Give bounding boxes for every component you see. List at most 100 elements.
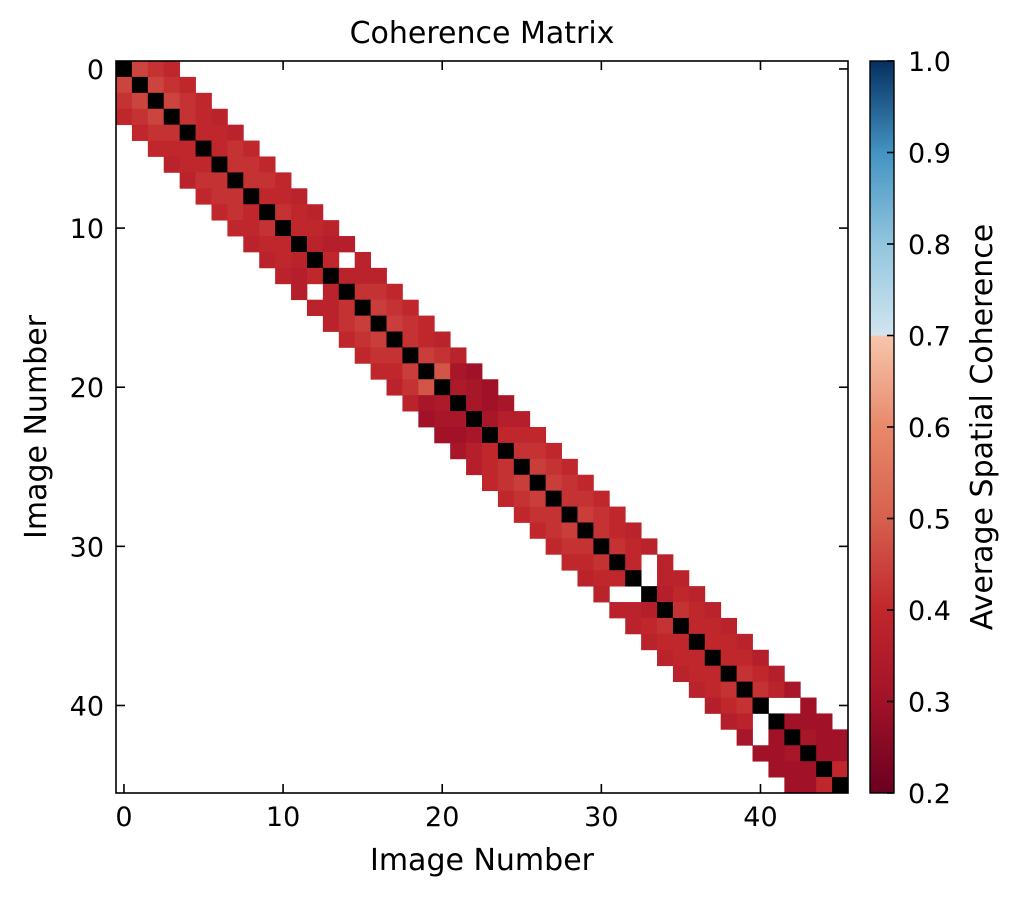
heatmap-cell xyxy=(752,665,769,683)
heatmap-cell xyxy=(625,617,642,635)
heatmap-cell xyxy=(450,395,467,412)
heatmap-cell xyxy=(641,602,658,619)
heatmap-cell xyxy=(545,458,562,476)
heatmap-cell xyxy=(243,172,260,189)
heatmap-cell xyxy=(227,156,244,173)
heatmap-cell xyxy=(609,554,626,571)
heatmap-cell xyxy=(625,602,642,619)
heatmap-cell xyxy=(211,188,228,205)
heatmap-cell xyxy=(593,570,610,587)
heatmap-cell xyxy=(529,490,547,507)
heatmap-cell xyxy=(577,522,594,539)
heatmap-cell xyxy=(736,729,753,746)
heatmap-cell xyxy=(800,761,817,778)
colorbar-tick-label: 0.7 xyxy=(908,322,951,353)
heatmap-cell xyxy=(466,395,483,412)
heatmap-cell xyxy=(672,617,690,635)
heatmap-cell xyxy=(434,395,451,412)
heatmap-cell xyxy=(227,124,244,141)
heatmap-cell xyxy=(211,108,228,126)
heatmap-cell xyxy=(497,442,515,460)
heatmap-cell xyxy=(163,92,181,110)
heatmap-cell xyxy=(466,442,483,460)
y-tick-label: 0 xyxy=(87,55,104,86)
heatmap-cell xyxy=(131,61,149,78)
heatmap-cell xyxy=(784,761,801,778)
heatmap-cell xyxy=(418,411,435,428)
heatmap-cell xyxy=(418,331,435,348)
heatmap-cell xyxy=(513,442,531,460)
heatmap-cell xyxy=(720,649,738,667)
heatmap-cell xyxy=(752,745,769,762)
heatmap-cell xyxy=(768,729,785,746)
heatmap-cell xyxy=(402,315,419,332)
heatmap-cell xyxy=(688,681,706,698)
heatmap-cell xyxy=(497,490,515,507)
colorbar-tick-label: 0.3 xyxy=(908,688,951,719)
heatmap-cell xyxy=(322,251,340,269)
heatmap-cell xyxy=(370,363,387,380)
colorbar-tick-label: 0.2 xyxy=(908,779,951,810)
heatmap-cell xyxy=(354,299,372,317)
heatmap-cell xyxy=(418,363,435,380)
heatmap-cell xyxy=(513,458,531,476)
heatmap-cell xyxy=(641,538,658,555)
heatmap-cell xyxy=(179,140,196,157)
heatmap-cell xyxy=(147,124,165,141)
heatmap-cell xyxy=(688,633,706,651)
x-tick-label: 40 xyxy=(743,802,777,833)
heatmap-cell xyxy=(561,538,578,555)
heatmap-cell xyxy=(275,267,292,285)
heatmap-cell xyxy=(450,442,467,460)
heatmap-cell xyxy=(529,506,547,523)
heatmap-cell xyxy=(832,745,848,762)
heatmap-cell xyxy=(625,522,642,539)
heatmap-cell xyxy=(450,411,467,428)
heatmap-cell xyxy=(275,236,292,253)
heatmap-cell xyxy=(577,474,594,492)
heatmap-cell xyxy=(322,315,340,332)
y-tick-label: 40 xyxy=(70,691,104,722)
heatmap-cell xyxy=(800,729,817,746)
heatmap-cell xyxy=(609,506,626,523)
heatmap-cell xyxy=(720,681,738,698)
heatmap-cell xyxy=(163,108,181,126)
heatmap-cell xyxy=(736,681,753,698)
heatmap-cell xyxy=(291,236,308,253)
heatmap-cell xyxy=(418,395,435,412)
heatmap-cell xyxy=(832,777,848,793)
heatmap-cell xyxy=(291,204,308,221)
heatmap-cell xyxy=(370,267,387,285)
heatmap-cell xyxy=(163,140,181,157)
heatmap-cell xyxy=(291,220,308,237)
heatmap-cell xyxy=(497,411,515,428)
heatmap-cell xyxy=(672,633,690,651)
heatmap-cell xyxy=(434,331,451,348)
heatmap-cell xyxy=(800,777,817,793)
heatmap-cell xyxy=(657,554,674,571)
x-tick-label: 20 xyxy=(425,802,459,833)
heatmap-cell xyxy=(688,586,706,603)
heatmap-cell xyxy=(322,236,340,253)
heatmap-cell xyxy=(402,395,419,412)
heatmap-cell xyxy=(116,92,133,110)
heatmap-cell xyxy=(545,522,562,539)
heatmap-cell xyxy=(147,61,165,78)
heatmap-cell xyxy=(163,76,181,94)
heatmap-cell xyxy=(243,220,260,237)
heatmap-cell xyxy=(227,188,244,205)
heatmap-cell xyxy=(338,236,356,253)
heatmap-cell xyxy=(752,649,769,667)
heatmap-cell xyxy=(179,172,196,189)
heatmap-cell xyxy=(354,347,372,364)
heatmap-cell xyxy=(641,633,658,651)
heatmap-cell xyxy=(784,681,801,698)
heatmap-cell xyxy=(720,617,738,635)
heatmap-cell xyxy=(577,570,594,587)
heatmap-cell xyxy=(179,76,196,94)
heatmap-cell xyxy=(545,538,562,555)
heatmap-cell xyxy=(482,442,499,460)
heatmap-cell xyxy=(131,92,149,110)
heatmap-cell xyxy=(497,474,515,492)
heatmap-cell xyxy=(657,617,674,635)
